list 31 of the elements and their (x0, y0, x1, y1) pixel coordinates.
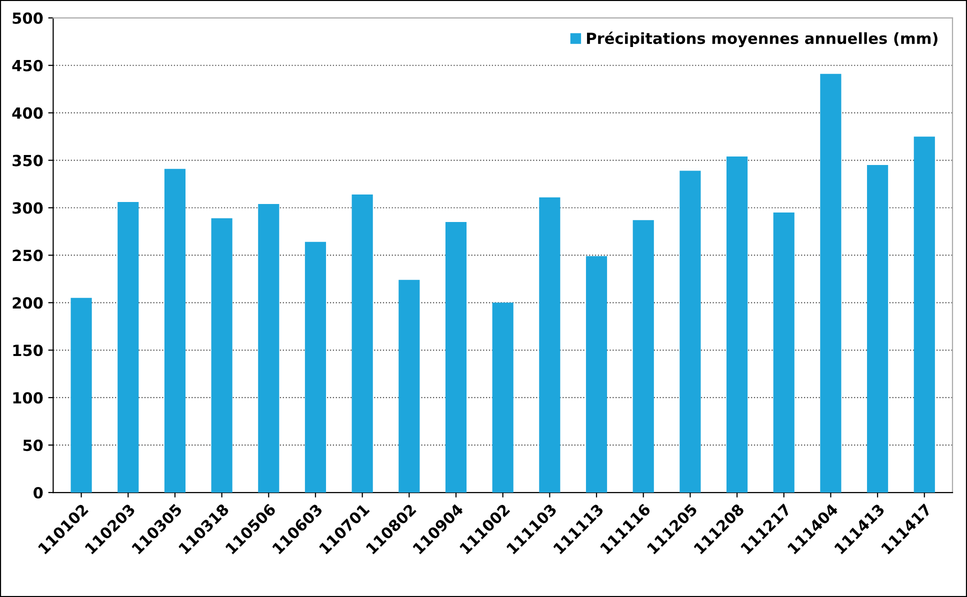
y-tick-label: 300 (12, 202, 43, 214)
bar (352, 194, 373, 493)
bar (632, 220, 654, 493)
bar (773, 212, 794, 493)
y-tick-label: 50 (23, 440, 43, 452)
bar (867, 165, 888, 493)
y-tick-label: 450 (12, 60, 43, 72)
bar (586, 256, 608, 493)
y-tick-label: 500 (12, 12, 43, 24)
bar (492, 302, 514, 493)
y-tick-label: 0 (34, 486, 43, 499)
y-tick-label: 400 (12, 107, 43, 119)
bar (304, 242, 326, 493)
bar (539, 197, 560, 493)
bar (445, 222, 467, 493)
bar (726, 156, 748, 493)
bar (914, 136, 935, 493)
bar (118, 202, 139, 493)
bar (258, 204, 280, 493)
legend-label: Précipitations moyennes annuelles (mm) (587, 32, 938, 48)
bar (398, 280, 420, 493)
bar (211, 218, 232, 493)
y-tick-label: 150 (13, 344, 43, 356)
y-tick-label: 200 (12, 297, 43, 309)
y-tick-label: 100 (13, 392, 43, 404)
y-tick-label: 350 (12, 154, 43, 166)
y-tick-label: 250 (12, 250, 43, 262)
bar (164, 168, 186, 493)
bar (820, 74, 842, 493)
bar (70, 298, 92, 493)
bar (680, 170, 701, 493)
